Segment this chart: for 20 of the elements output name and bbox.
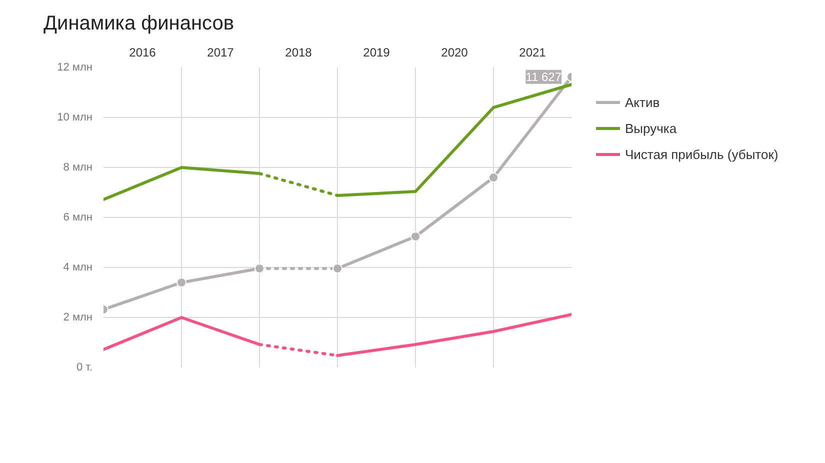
x-tick-label: 2016 (129, 46, 156, 60)
y-tick-label: 0 т. (76, 362, 93, 374)
annotation: 11 627 (526, 70, 562, 84)
y-tick-label: 12 млн (57, 62, 93, 74)
x-tick-label: 2019 (363, 46, 390, 60)
y-tick-label: 8 млн (63, 162, 93, 174)
legend-label: Выручка (625, 120, 678, 136)
y-tick-label: 10 млн (57, 112, 93, 124)
point (488, 172, 498, 182)
y-tick-label: 6 млн (63, 212, 93, 224)
x-tick-label: 2017 (207, 46, 234, 60)
chart-title: Динамика финансов (44, 12, 234, 34)
x-tick-label: 2020 (441, 46, 468, 60)
y-tick-label: 2 млн (63, 312, 93, 324)
point (410, 232, 420, 242)
legend-label: Актив (625, 94, 661, 110)
legend-label: Чистая прибыль (убыток) (625, 146, 780, 162)
x-tick-label: 2021 (519, 46, 546, 60)
x-tick-label: 2018 (285, 46, 312, 60)
y-tick-label: 4 млн (63, 262, 93, 274)
